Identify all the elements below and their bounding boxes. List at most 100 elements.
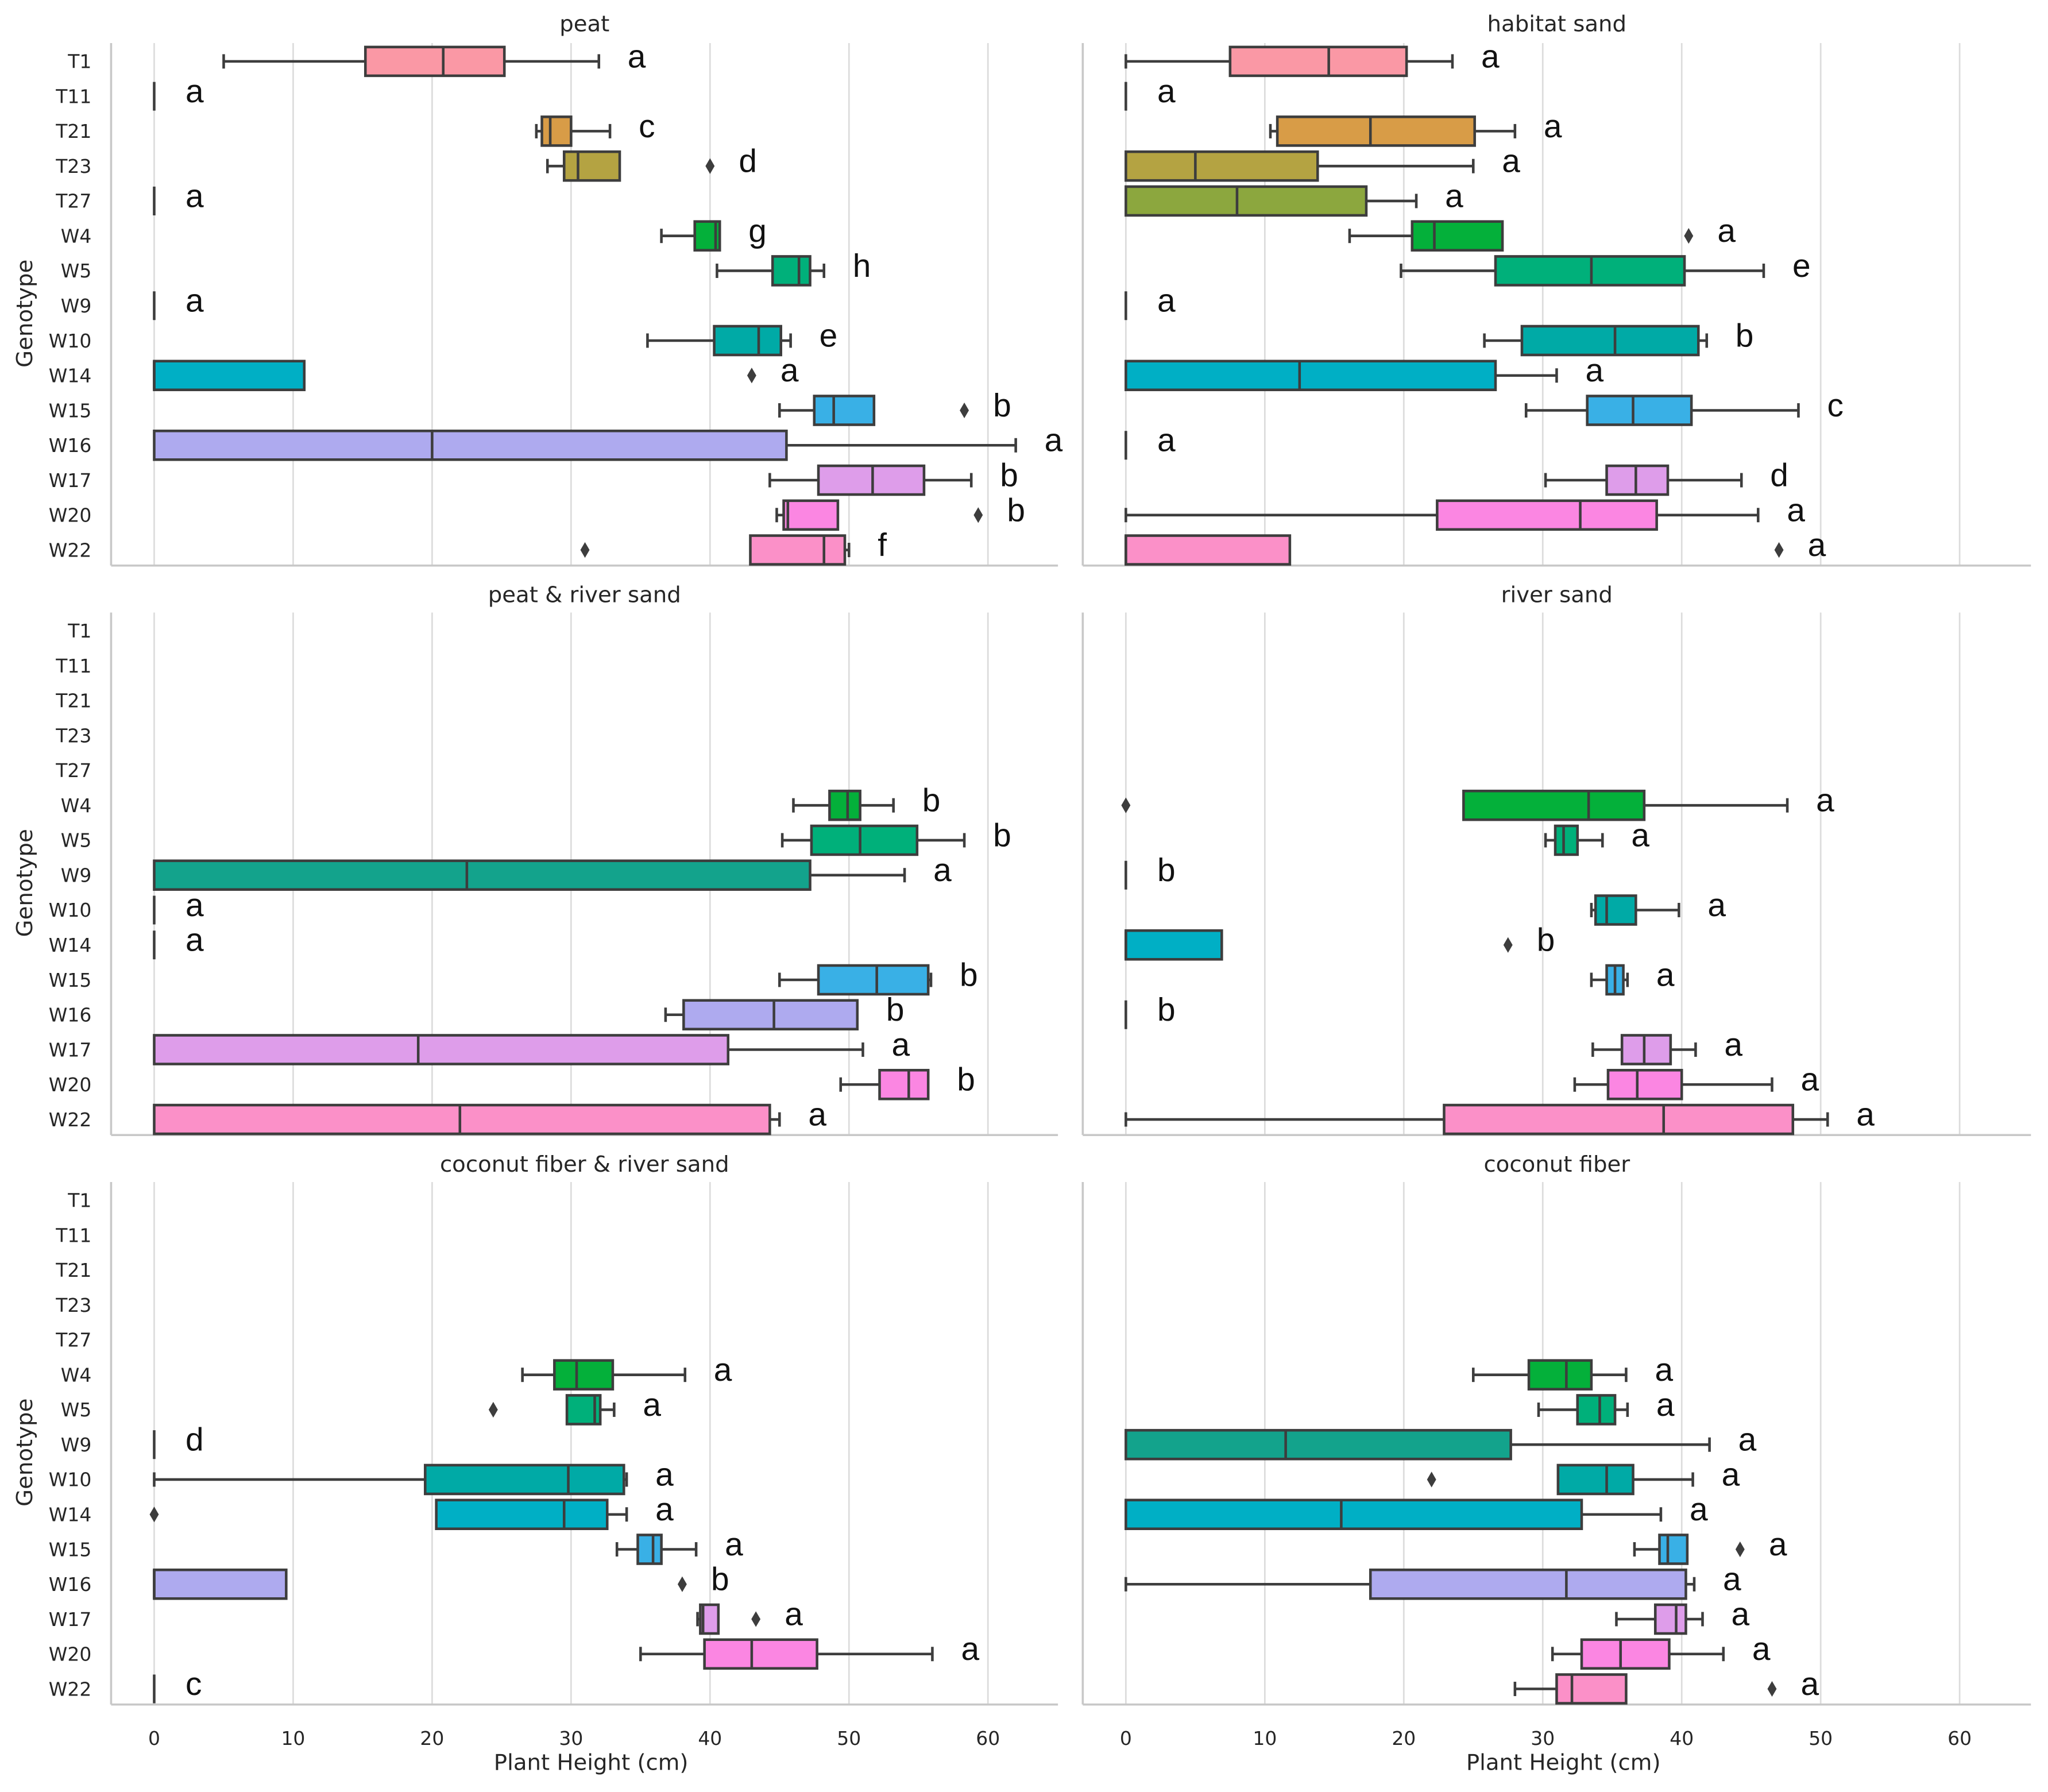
box-w4: a [1348,213,1736,252]
significance-letter: a [1738,1422,1757,1458]
box-w4: W4 g [61,213,767,252]
panel-peat: peat Genotype T1 a T11 a T21 c T23 d T27 a W4 g W5 h W9 a… [12,11,1063,567]
significance-letter: b [1736,318,1754,354]
significance-letter: a [1787,492,1805,528]
box-t23: T23 [55,1294,91,1316]
box-iqr [1411,220,1504,252]
y-tick-label: T1 [67,620,91,642]
box-iqr [1605,464,1670,496]
y-tick-label: W14 [49,934,92,956]
box-w20: a [1573,1062,1819,1100]
box-iqr [153,360,306,392]
outlier-point [960,402,969,419]
x-tick-label: 0 [1120,1727,1132,1749]
box-t1: T1 [67,1189,91,1212]
y-tick-label: T23 [55,724,91,747]
box-iqr [1580,1638,1671,1670]
significance-letter: b [993,388,1011,424]
box-w15: W15 b [49,388,1011,426]
box-iqr [1653,1603,1687,1635]
box-w17: d [1544,458,1788,496]
box-w14: a [1125,1492,1708,1531]
box-iqr [771,255,812,287]
y-tick-label: W4 [61,225,92,247]
box-iqr [1228,45,1408,78]
box-iqr [1369,1568,1687,1600]
box-iqr [1125,185,1368,217]
box-w15: W15 b [49,957,978,996]
y-tick-label: T21 [55,120,91,142]
significance-letter: b [960,957,978,993]
x-tick-label: 30 [1531,1727,1555,1749]
significance-letter: b [1157,992,1176,1028]
significance-letter: a [1544,109,1562,145]
x-axis-label: Plant Height (cm) [1466,1749,1661,1775]
significance-letter: b [1000,458,1018,494]
x-tick-label: 40 [1670,1727,1694,1749]
significance-letter: d [1770,458,1788,494]
significance-letter: b [957,1062,975,1098]
box-iqr [153,859,812,891]
box-w20: W20 b [49,492,1025,531]
y-tick-label: W14 [49,1503,92,1525]
significance-letter: a [1690,1492,1708,1528]
y-tick-label: W4 [61,1364,92,1386]
box-w5: W5 a [61,1387,661,1426]
significance-letter: a [186,178,204,214]
y-axis-label: Genotype [12,1399,38,1507]
box-w22: W22 a [49,1097,826,1136]
significance-letter: a [1723,1562,1741,1598]
box-w10: b [1483,318,1754,357]
significance-letter: a [1752,1631,1771,1667]
box-iqr [682,999,859,1031]
y-tick-label: W10 [49,899,92,921]
box-iqr [1125,929,1223,961]
y-tick-label: W15 [49,1538,92,1561]
box-iqr [153,429,788,461]
box-w15: W15 a [49,1527,743,1565]
box-w4: a [1121,783,1834,821]
x-tick-label: 40 [698,1727,722,1749]
y-tick-label: W16 [49,1004,92,1026]
box-t21: T21 c [55,109,655,147]
box-w15: c [1524,388,1844,426]
box-iqr [813,395,876,426]
box-w20: W20 a [49,1631,979,1670]
box-iqr [1576,1394,1617,1426]
box-t11: a [1125,74,1176,111]
significance-letter: b [1157,852,1176,889]
box-iqr [1594,894,1637,926]
significance-letter: a [655,1492,674,1528]
y-tick-label: W14 [49,365,92,387]
box-w16: W16 a [49,423,1063,461]
box-iqr [424,1463,625,1496]
significance-letter: b [922,783,941,819]
box-w5: W5 b [61,817,1011,856]
box-w20: a [1125,492,1805,531]
box-iqr [1520,325,1700,357]
significance-letter: a [1808,527,1826,563]
y-tick-label: T23 [55,155,91,177]
panel-coconut-fiber-river-sand: coconut fiber & river sand Genotype 0 10 20 3… [12,1152,1058,1775]
box-iqr [1125,360,1497,392]
box-iqr [810,824,919,856]
box-t11: T11 [55,655,91,677]
x-tick-label: 50 [1809,1727,1833,1749]
panel-coconut-fiber: coconut fiber 0 10 20 30 40 50 60 Plant Height (… [1081,1152,2031,1775]
y-tick-label: W4 [61,794,92,817]
box-w17: W17 a [49,1596,803,1635]
significance-letter: b [1537,922,1555,959]
box-iqr [828,789,861,821]
box-w4: W4 b [61,783,941,821]
x-tick-label: 10 [1253,1727,1277,1749]
outlier-point [1735,1541,1745,1558]
box-t23: T23 d [55,144,757,182]
significance-letter: a [1656,957,1675,993]
x-tick-label: 60 [976,1727,1000,1749]
y-tick-label: T1 [67,1189,91,1212]
box-iqr [1276,115,1476,147]
box-w9: W9 a [61,852,952,891]
box-w14: W14 a [49,922,204,960]
significance-letter: a [780,353,799,389]
